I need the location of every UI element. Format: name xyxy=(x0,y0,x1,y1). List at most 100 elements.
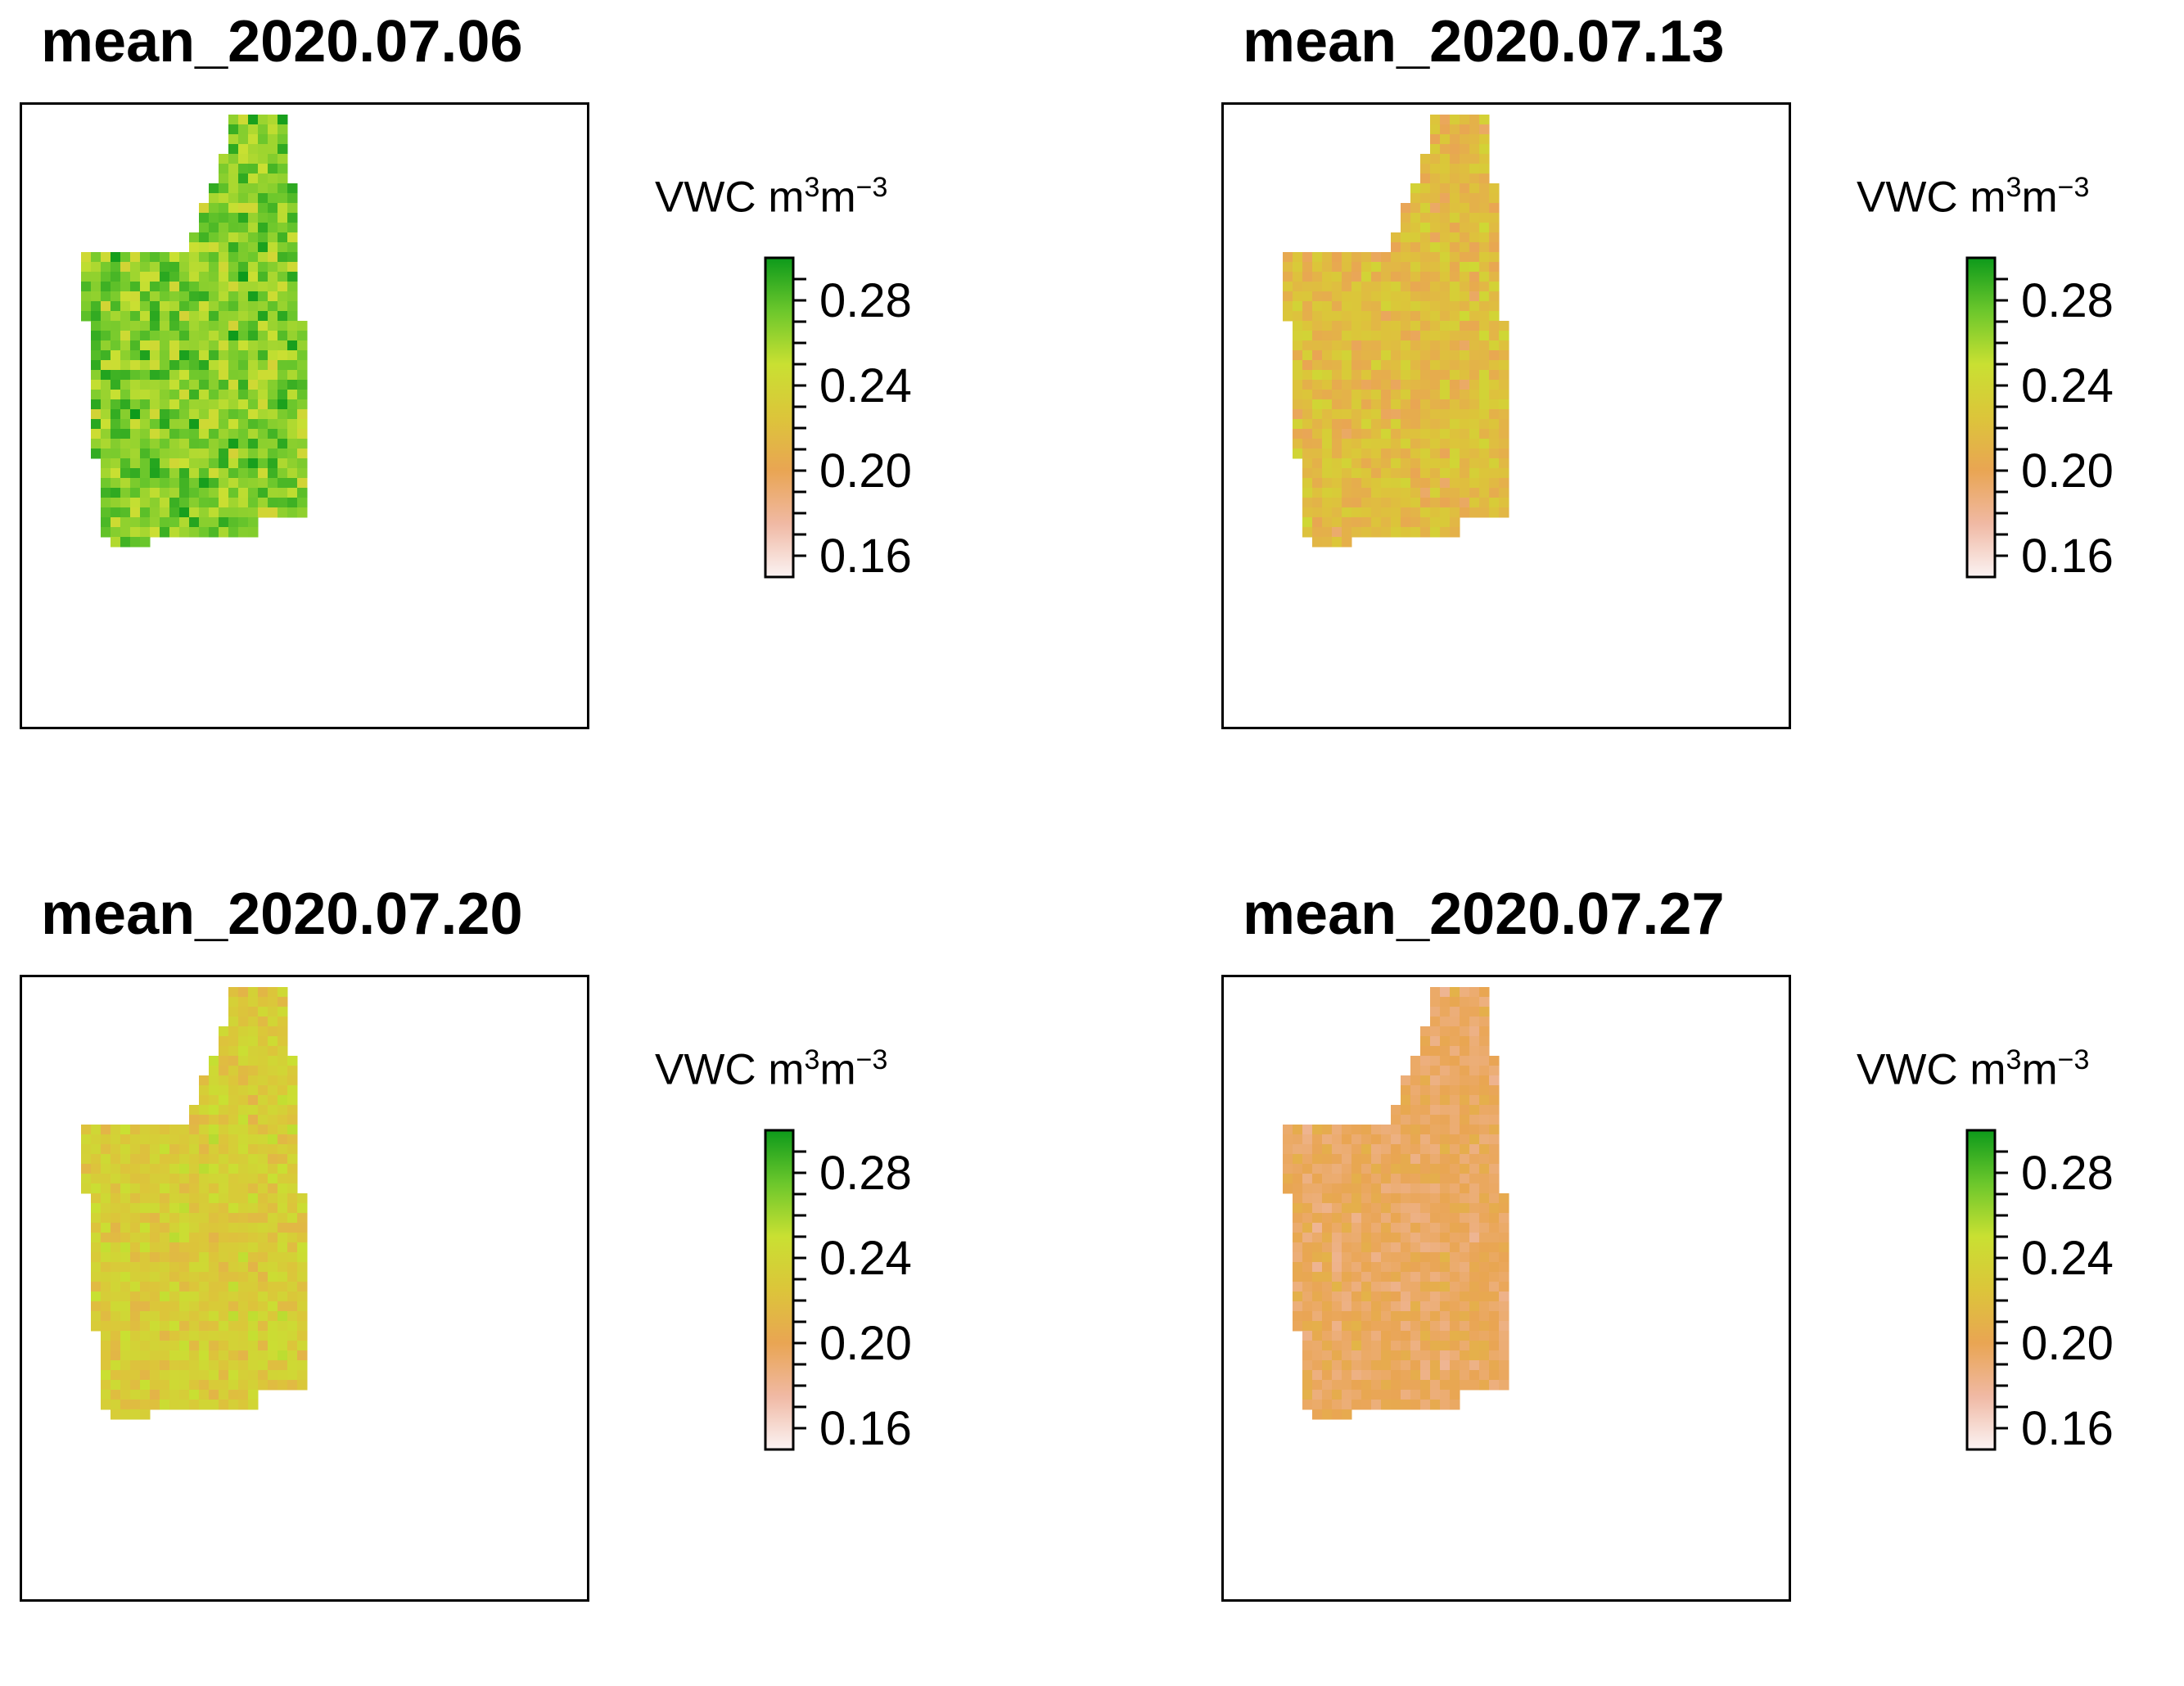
raster-cell xyxy=(228,1075,239,1086)
raster-cell xyxy=(199,1262,210,1273)
raster-cell xyxy=(1450,1400,1460,1410)
raster-cell xyxy=(1332,272,1342,282)
raster-cell xyxy=(1489,311,1500,322)
raster-cell xyxy=(199,1203,210,1214)
raster-cell xyxy=(278,1075,288,1086)
raster-cell xyxy=(160,331,170,341)
raster-cell xyxy=(150,1134,160,1145)
raster-cell xyxy=(179,419,190,430)
raster-cell xyxy=(1371,1272,1382,1283)
raster-cell xyxy=(160,1390,170,1400)
raster-cell xyxy=(219,262,229,273)
raster-cell xyxy=(1440,272,1451,282)
raster-cell xyxy=(1381,340,1392,351)
raster-cell xyxy=(1302,1400,1313,1410)
raster-cell xyxy=(1479,174,1490,184)
raster-cell xyxy=(1342,1213,1352,1224)
raster-cell xyxy=(1450,321,1460,331)
raster-cell xyxy=(1293,1301,1303,1312)
raster-cell xyxy=(1450,507,1460,518)
raster-cell xyxy=(1420,1154,1431,1165)
raster-cell xyxy=(130,1223,141,1233)
raster-cell xyxy=(1479,1213,1490,1224)
raster-cell xyxy=(179,1400,190,1410)
raster-cell xyxy=(120,409,131,420)
raster-cell xyxy=(278,1017,288,1027)
raster-cell xyxy=(1342,1400,1352,1410)
raster-cell xyxy=(101,272,111,282)
raster-cell xyxy=(1302,1154,1313,1165)
raster-cell xyxy=(1460,154,1470,165)
raster-cell xyxy=(1312,380,1323,390)
raster-cell xyxy=(268,1095,278,1106)
raster-cell xyxy=(120,1380,131,1391)
legend-tick-label: 0.28 xyxy=(819,274,912,327)
raster-cell xyxy=(1391,507,1401,518)
raster-cell xyxy=(1450,134,1460,145)
raster-cell xyxy=(1283,262,1293,273)
raster-cell xyxy=(1450,399,1460,410)
raster-cell xyxy=(1460,1046,1470,1057)
raster-cell xyxy=(1440,1183,1451,1194)
raster-cell xyxy=(179,1154,190,1165)
raster-cell xyxy=(268,488,278,498)
raster-cell xyxy=(219,311,229,322)
raster-cell xyxy=(1322,1331,1333,1341)
raster-cell xyxy=(278,1007,288,1017)
raster-cell xyxy=(258,1370,268,1381)
raster-cell xyxy=(1499,1360,1509,1371)
raster-cell xyxy=(1302,1321,1313,1332)
raster-cell xyxy=(219,458,229,469)
raster-cell xyxy=(278,321,288,331)
raster-cell xyxy=(248,360,259,371)
raster-cell xyxy=(297,1233,308,1243)
raster-cell xyxy=(199,1144,210,1155)
raster-cell xyxy=(1361,527,1372,538)
raster-cell xyxy=(91,331,102,341)
raster-cell xyxy=(1440,399,1451,410)
raster-cell xyxy=(297,380,308,390)
raster-cell xyxy=(1361,1193,1372,1204)
raster-cell xyxy=(1460,1341,1470,1351)
raster-cell xyxy=(130,1282,141,1292)
raster-cell xyxy=(219,1331,229,1341)
raster-cell xyxy=(1371,399,1382,410)
raster-cell xyxy=(160,360,170,371)
raster-cell xyxy=(1469,193,1480,204)
raster-cell xyxy=(1450,409,1460,420)
raster-cell xyxy=(1479,340,1490,351)
legend-tick-label: 0.20 xyxy=(2021,1317,2114,1370)
raster-cell xyxy=(1401,203,1411,214)
raster-cell xyxy=(1322,439,1333,449)
raster-cell xyxy=(169,340,180,351)
raster-cell xyxy=(1430,1066,1441,1076)
raster-cell xyxy=(1489,399,1500,410)
unit-exponent-1: 3 xyxy=(804,1044,820,1075)
raster-cell xyxy=(1401,1085,1411,1096)
raster-cell xyxy=(1450,252,1460,263)
raster-cell xyxy=(1401,390,1411,400)
raster-cell xyxy=(1381,1321,1392,1332)
raster-cell xyxy=(1440,1331,1451,1341)
raster-cell xyxy=(1440,1233,1451,1243)
raster-cell xyxy=(1293,291,1303,302)
raster-cell xyxy=(238,134,249,145)
raster-cell xyxy=(101,498,111,508)
raster-cell xyxy=(238,419,249,430)
raster-cell xyxy=(1371,449,1382,459)
raster-cell xyxy=(1499,1252,1509,1263)
raster-cell xyxy=(1293,262,1303,273)
raster-cell xyxy=(1391,517,1401,528)
raster-cell xyxy=(1302,507,1313,518)
raster-cell xyxy=(101,1301,111,1312)
raster-cell xyxy=(1420,282,1431,292)
raster-cell xyxy=(1479,1193,1490,1204)
raster-cell xyxy=(287,399,298,410)
raster-cell xyxy=(1410,193,1421,204)
raster-cell xyxy=(268,1282,278,1292)
raster-cell xyxy=(111,252,121,263)
raster-cell xyxy=(1430,301,1441,312)
raster-cell xyxy=(111,390,121,400)
raster-cell xyxy=(238,223,249,233)
raster-cell xyxy=(1440,517,1451,528)
